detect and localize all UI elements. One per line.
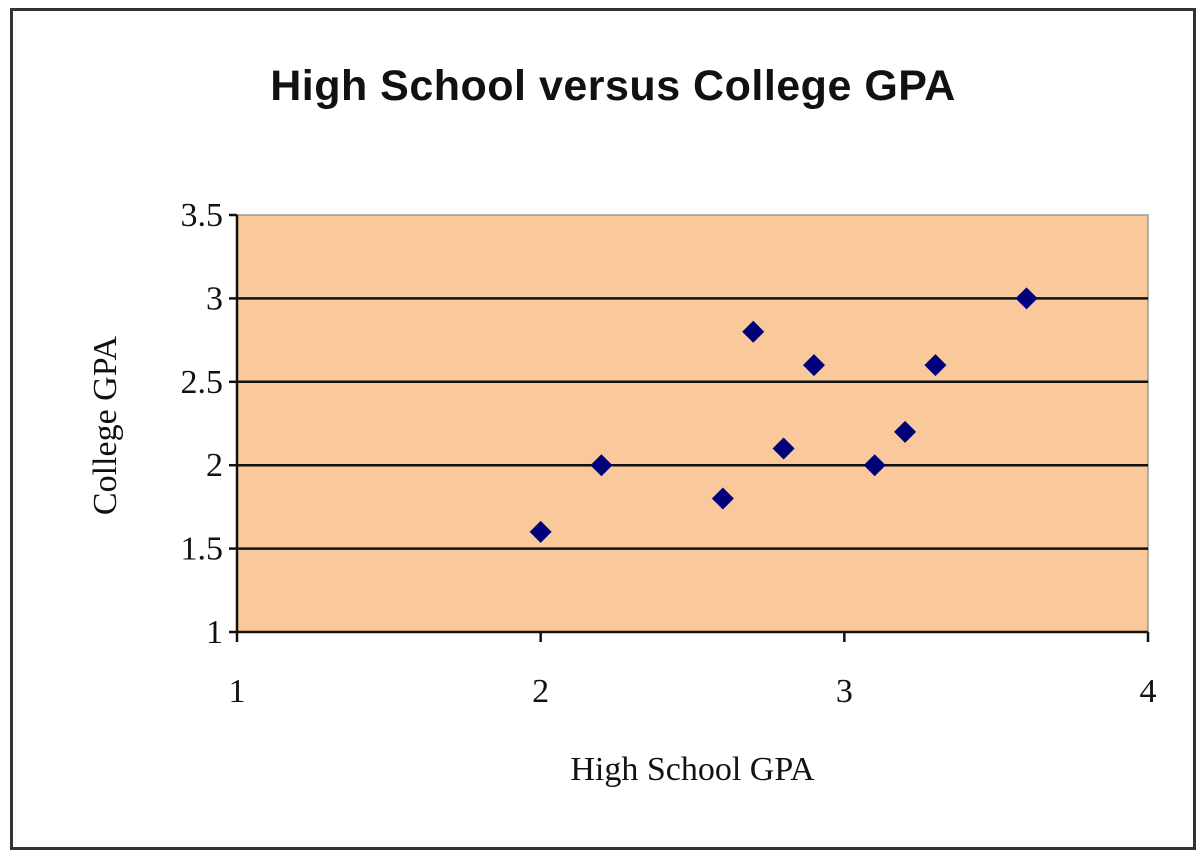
plot-area <box>236 214 1149 633</box>
y-axis-title: College GPA <box>87 335 124 515</box>
x-tick-label: 2 <box>532 673 549 710</box>
y-tick-label: 2 <box>206 447 223 484</box>
x-tick-label: 1 <box>229 673 246 710</box>
data-point <box>863 454 886 477</box>
data-point <box>590 454 613 477</box>
x-axis-title: High School GPA <box>570 751 815 788</box>
gridlines <box>237 297 1148 550</box>
x-tick-label: 4 <box>1140 673 1157 710</box>
axes <box>235 215 1148 634</box>
y-tick-label: 2.5 <box>181 364 224 401</box>
data-point <box>711 487 734 510</box>
x-ticks: 1 2 3 4 <box>229 632 1157 710</box>
chart-title: High School versus College GPA <box>270 62 956 110</box>
data-points <box>529 287 1038 543</box>
data-point <box>894 420 917 443</box>
y-tick-label: 3 <box>206 280 223 317</box>
data-point <box>772 437 795 460</box>
y-tick-label: 1 <box>206 614 223 651</box>
data-point <box>529 520 552 543</box>
data-point <box>742 320 765 343</box>
x-tick-label: 3 <box>836 673 853 710</box>
y-ticks: 1 1.5 2 2.5 3 3.5 <box>181 197 237 651</box>
data-point <box>802 354 825 377</box>
y-tick-label: 3.5 <box>181 197 224 234</box>
y-tick-label: 1.5 <box>181 531 224 568</box>
data-point <box>924 354 947 377</box>
data-point <box>1015 287 1038 310</box>
